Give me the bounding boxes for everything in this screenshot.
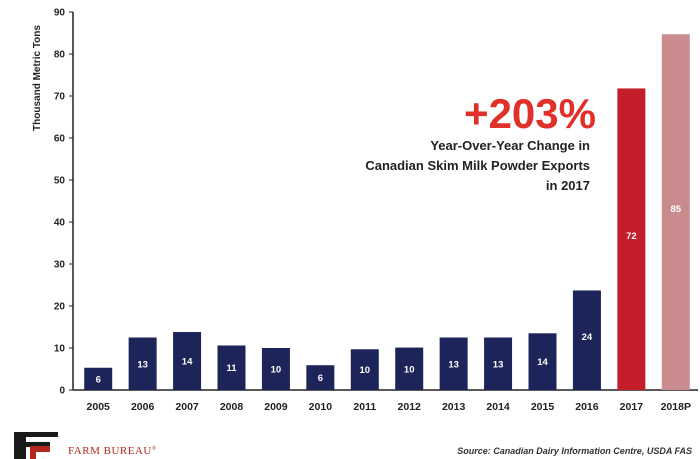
farm-bureau-brand: FARM BUREAU®: [68, 445, 157, 457]
bar-2012: [395, 347, 424, 390]
data-label-2007: 14: [182, 357, 193, 368]
y-ticks: 0 10 20 30 40 50 60 70 80 90: [54, 8, 73, 397]
data-label-2011: 10: [359, 365, 370, 376]
y-tick-label: 80: [54, 50, 66, 61]
y-tick-label: 30: [54, 260, 66, 271]
x-tick-label-2014: 2014: [486, 401, 510, 413]
data-label-2008: 11: [226, 363, 237, 374]
y-axis-label: Thousand Metric Tons: [32, 25, 43, 131]
x-tick-label-2016: 2016: [575, 401, 599, 413]
annotation-headline: +203%: [464, 90, 596, 137]
annotation-line-2: Canadian Skim Milk Powder Exports: [365, 158, 590, 173]
x-ticks: 2005 2006 2007 2008 2009 2010 2011 2012 2013 2014…: [87, 401, 691, 413]
x-tick-label-2005: 2005: [87, 401, 111, 413]
data-label-2009: 10: [271, 365, 282, 376]
source-note: Source: Canadian Dairy Information Centr…: [457, 446, 692, 456]
data-label-2016: 24: [582, 332, 593, 343]
bar-2010: [306, 365, 335, 390]
x-tick-label-2009: 2009: [264, 401, 288, 413]
farm-bureau-logo: FARM BUREAU®: [14, 432, 157, 459]
bar-2011: [350, 349, 379, 390]
bar-2005: [84, 367, 113, 390]
bar-2017: [617, 88, 646, 390]
x-tick-label-2007: 2007: [175, 401, 199, 413]
y-tick-label: 50: [54, 176, 66, 187]
x-tick-label-2018P: 2018P: [661, 401, 691, 413]
bar-2018P: [661, 34, 690, 390]
farm-bureau-logo-mark: [14, 432, 58, 459]
y-tick-label: 10: [54, 344, 66, 355]
bar-2007: [173, 332, 202, 390]
x-tick-label-2017: 2017: [620, 401, 644, 413]
y-tick-label: 60: [54, 134, 66, 145]
x-tick-label-2006: 2006: [131, 401, 155, 413]
bars: [84, 34, 690, 390]
data-labels: 6 13 14 11 10 6 10 10 13 13 14 24 72 85: [96, 204, 682, 385]
bar-2014: [484, 337, 513, 390]
y-tick-label: 40: [54, 218, 66, 229]
bar-2009: [261, 348, 290, 390]
data-label-2015: 14: [537, 357, 548, 368]
x-tick-label-2015: 2015: [531, 401, 555, 413]
x-tick-label-2008: 2008: [220, 401, 244, 413]
bar-2016: [572, 290, 601, 390]
bar-2015: [528, 333, 557, 390]
x-tick-label-2011: 2011: [353, 401, 376, 413]
bar-2013: [439, 337, 468, 390]
farm-bureau-logo-mark-red: [30, 446, 50, 459]
data-label-2006: 13: [137, 359, 148, 370]
annotation-line-3: in 2017: [546, 178, 590, 193]
annotation-line-1: Year-Over-Year Change in: [430, 138, 590, 153]
x-tick-label-2010: 2010: [309, 401, 333, 413]
data-label-2014: 13: [493, 359, 504, 370]
bar-2008: [217, 345, 246, 390]
data-label-2010: 6: [318, 373, 323, 384]
data-label-2013: 13: [448, 359, 459, 370]
y-tick-label: 0: [59, 386, 65, 397]
data-label-2017: 72: [626, 231, 637, 242]
y-tick-label: 20: [54, 302, 66, 313]
bar-2006: [128, 337, 157, 390]
y-tick-label: 70: [54, 92, 66, 103]
data-label-2005: 6: [96, 374, 101, 385]
data-label-2012: 10: [404, 364, 415, 375]
y-tick-label: 90: [54, 8, 66, 19]
x-tick-label-2013: 2013: [442, 401, 466, 413]
data-label-2018P: 85: [670, 204, 681, 215]
x-tick-label-2012: 2012: [398, 401, 422, 413]
